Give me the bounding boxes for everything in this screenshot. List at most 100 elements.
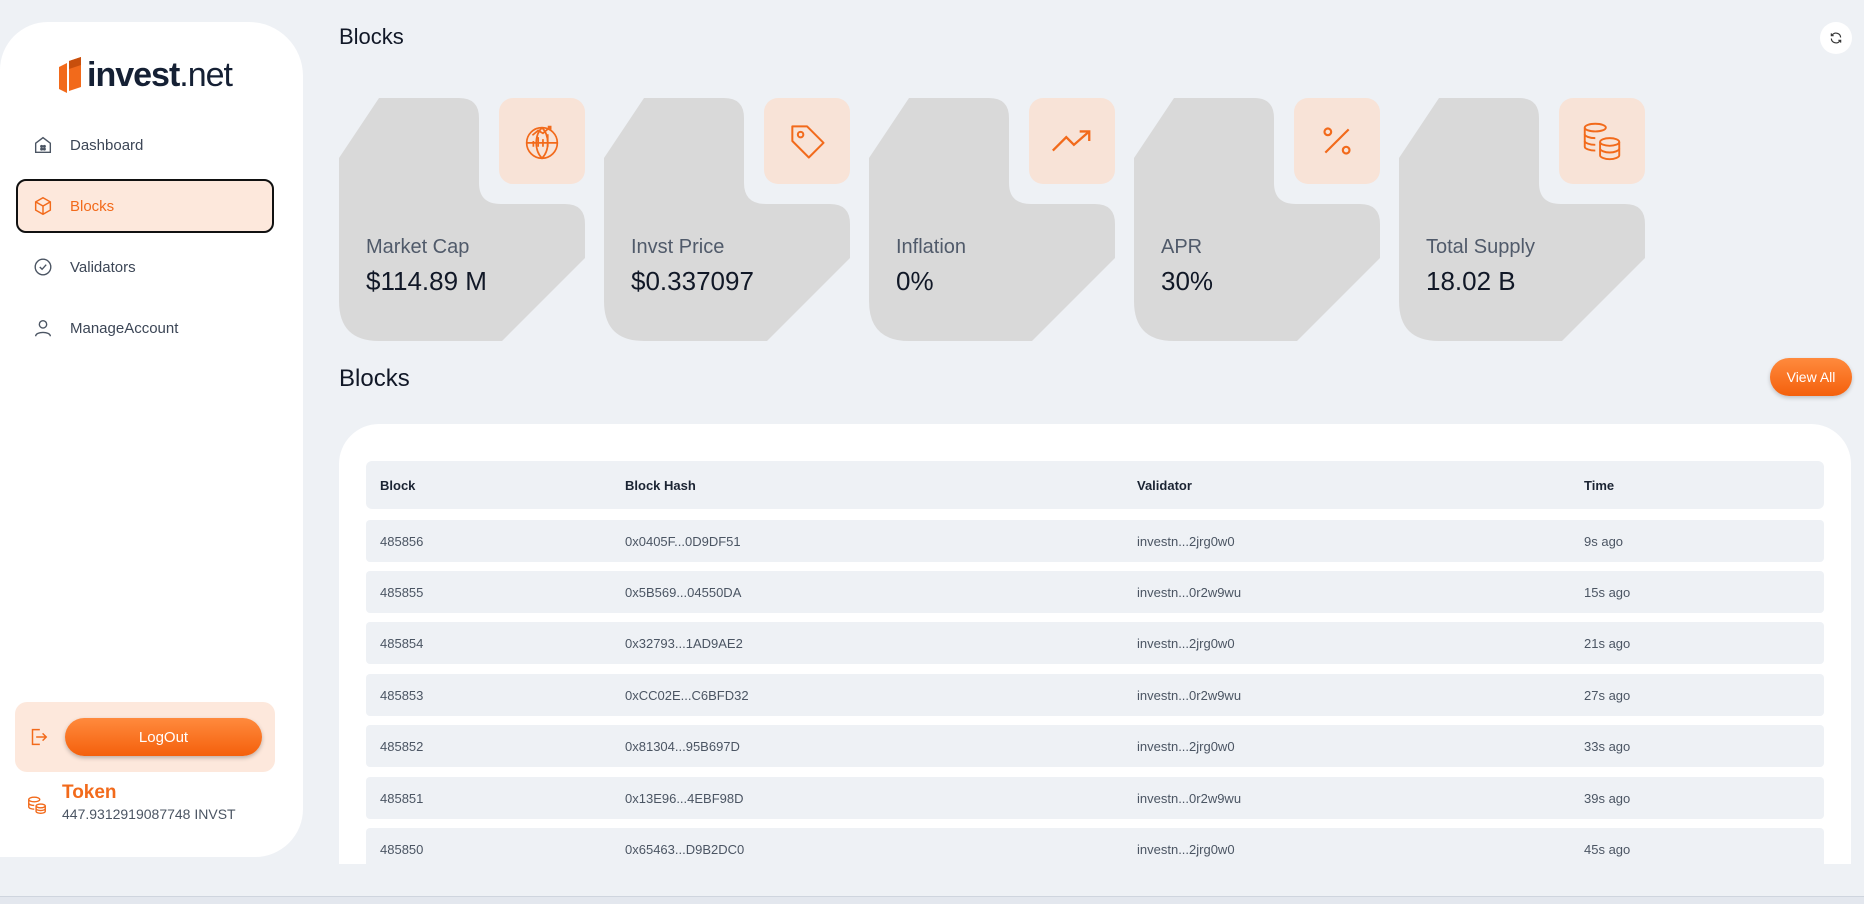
card-icon-box	[1029, 98, 1115, 184]
logout-icon[interactable]	[27, 726, 49, 748]
block-time: 33s ago	[1584, 738, 1631, 754]
check-badge-icon	[34, 258, 52, 276]
block-time: 45s ago	[1584, 841, 1631, 857]
percent-icon	[1323, 127, 1351, 155]
page-title: Blocks	[339, 24, 404, 49]
block-number[interactable]: 485855	[380, 584, 424, 600]
token-amount: 447.9312919087748 INVST	[62, 806, 236, 822]
card-label: Market Cap	[366, 236, 470, 258]
stat-card-total-supply: Total Supply 18.02 B	[1399, 98, 1645, 341]
validator-address[interactable]: investn...2jrg0w0	[1137, 635, 1235, 651]
sidebar-item-label: Dashboard	[70, 136, 144, 154]
block-hash[interactable]: 0x13E96...4EBF98D	[625, 790, 744, 806]
block-number[interactable]: 485850	[380, 841, 424, 857]
card-label: Inflation	[896, 236, 967, 258]
block-hash[interactable]: 0x65463...D9B2DC0	[625, 841, 745, 857]
validator-address[interactable]: investn...2jrg0w0	[1137, 533, 1235, 549]
card-background	[1399, 98, 1645, 341]
block-time: 27s ago	[1584, 687, 1631, 703]
logo-text-bold: invest	[87, 56, 180, 94]
block-hash[interactable]: 0x81304...95B697D	[625, 738, 740, 754]
home-icon	[34, 136, 52, 154]
card-value: $114.89 M	[366, 266, 487, 296]
price-tag-icon	[791, 125, 825, 159]
card-label: Total Supply	[1426, 236, 1535, 258]
stat-card-invst-price: Invst Price $0.337097	[604, 98, 850, 341]
column-header-time[interactable]: Time	[1584, 477, 1615, 493]
logout-button[interactable]: LogOut	[65, 718, 262, 756]
trending-up-icon	[1052, 130, 1091, 152]
card-value: $0.337097	[631, 266, 754, 296]
block-time: 21s ago	[1584, 635, 1631, 651]
table-row[interactable]: 485854 0x32793...1AD9AE2 investn...2jrg0…	[366, 622, 1824, 664]
logo-text-light: .net	[179, 56, 233, 94]
validator-address[interactable]: investn...0r2w9wu	[1137, 687, 1242, 703]
block-hash[interactable]: 0x5B569...04550DA	[625, 584, 742, 600]
refresh-icon	[1830, 32, 1842, 44]
table-row[interactable]: 485851 0x13E96...4EBF98D investn...0r2w9…	[366, 777, 1824, 819]
card-icon-box	[1559, 98, 1645, 184]
card-label: Invst Price	[631, 236, 725, 258]
sidebar-item-blocks[interactable]: Blocks	[16, 179, 274, 233]
sidebar-item-manage-account[interactable]: ManageAccount	[16, 301, 274, 355]
block-number[interactable]: 485853	[380, 687, 424, 703]
sidebar-nav: Dashboard Blocks Validators ManageAccoun…	[16, 118, 274, 362]
validator-address[interactable]: investn...0r2w9wu	[1137, 584, 1242, 600]
block-number[interactable]: 485851	[380, 790, 424, 806]
block-time: 39s ago	[1584, 790, 1631, 806]
card-background	[1134, 98, 1380, 341]
block-number[interactable]: 485852	[380, 738, 424, 754]
coins-icon	[1583, 122, 1621, 161]
user-icon	[34, 319, 52, 337]
stat-card-market-cap: Market Cap $114.89 M	[339, 98, 585, 341]
table-row[interactable]: 485850 0x65463...D9B2DC0 investn...2jrg0…	[366, 828, 1824, 864]
block-hash[interactable]: 0xCC02E...C6BFD32	[625, 687, 749, 703]
token-title: Token	[62, 782, 117, 803]
validator-address[interactable]: investn...2jrg0w0	[1137, 841, 1235, 857]
sidebar-item-validators[interactable]: Validators	[16, 240, 274, 294]
column-header-block-hash[interactable]: Block Hash	[625, 477, 696, 493]
stat-card-apr: APR 30%	[1134, 98, 1380, 341]
column-header-block[interactable]: Block	[380, 477, 416, 493]
bottom-scrollbar[interactable]	[0, 896, 1864, 904]
view-all-button[interactable]: View All	[1770, 358, 1852, 396]
block-number[interactable]: 485856	[380, 533, 424, 549]
cube-icon	[34, 196, 52, 216]
blocks-table: Block Block Hash Validator Time 485856 0…	[339, 424, 1851, 864]
validator-address[interactable]: investn...2jrg0w0	[1137, 738, 1235, 754]
stats-cards: Market Cap $114.89 M Invst Price $0.3370…	[339, 98, 1645, 341]
coins-icon	[28, 796, 46, 814]
card-icon-box	[764, 98, 850, 184]
card-label: APR	[1161, 236, 1203, 258]
table-row[interactable]: 485855 0x5B569...04550DA investn...0r2w9…	[366, 571, 1824, 613]
card-value: 30%	[1161, 266, 1214, 296]
refresh-button[interactable]	[1820, 22, 1852, 54]
globe-chart-icon	[525, 125, 559, 160]
column-header-validator[interactable]: Validator	[1137, 477, 1192, 493]
block-hash[interactable]: 0x0405F...0D9DF51	[625, 533, 741, 549]
card-background	[339, 98, 585, 341]
block-number[interactable]: 485854	[380, 635, 424, 651]
block-hash[interactable]: 0x32793...1AD9AE2	[625, 635, 743, 651]
card-background	[604, 98, 850, 341]
card-value: 0%	[896, 266, 934, 296]
brand-logo[interactable]: invest .net	[57, 56, 233, 95]
table-row[interactable]: 485853 0xCC02E...C6BFD32 investn...0r2w9…	[366, 674, 1824, 716]
logo-icon	[57, 56, 83, 95]
card-value: 18.02 B	[1426, 266, 1516, 296]
card-icon-box	[1294, 98, 1380, 184]
validator-address[interactable]: investn...0r2w9wu	[1137, 790, 1242, 806]
sidebar-item-label: ManageAccount	[70, 319, 179, 337]
sidebar-item-dashboard[interactable]: Dashboard	[16, 118, 274, 172]
sidebar-item-label: Blocks	[70, 197, 115, 215]
table-header: Block Block Hash Validator Time	[366, 461, 1824, 509]
block-time: 9s ago	[1584, 533, 1624, 549]
table-row[interactable]: 485852 0x81304...95B697D investn...2jrg0…	[366, 725, 1824, 767]
sidebar-item-label: Validators	[70, 258, 136, 276]
token-balance: Token 447.9312919087748 INVST	[26, 782, 236, 822]
table-row[interactable]: 485856 0x0405F...0D9DF51 investn...2jrg0…	[366, 520, 1824, 562]
card-background	[869, 98, 1115, 341]
logout-panel: LogOut	[15, 702, 275, 772]
card-icon-box	[499, 98, 585, 184]
block-time: 15s ago	[1584, 584, 1631, 600]
